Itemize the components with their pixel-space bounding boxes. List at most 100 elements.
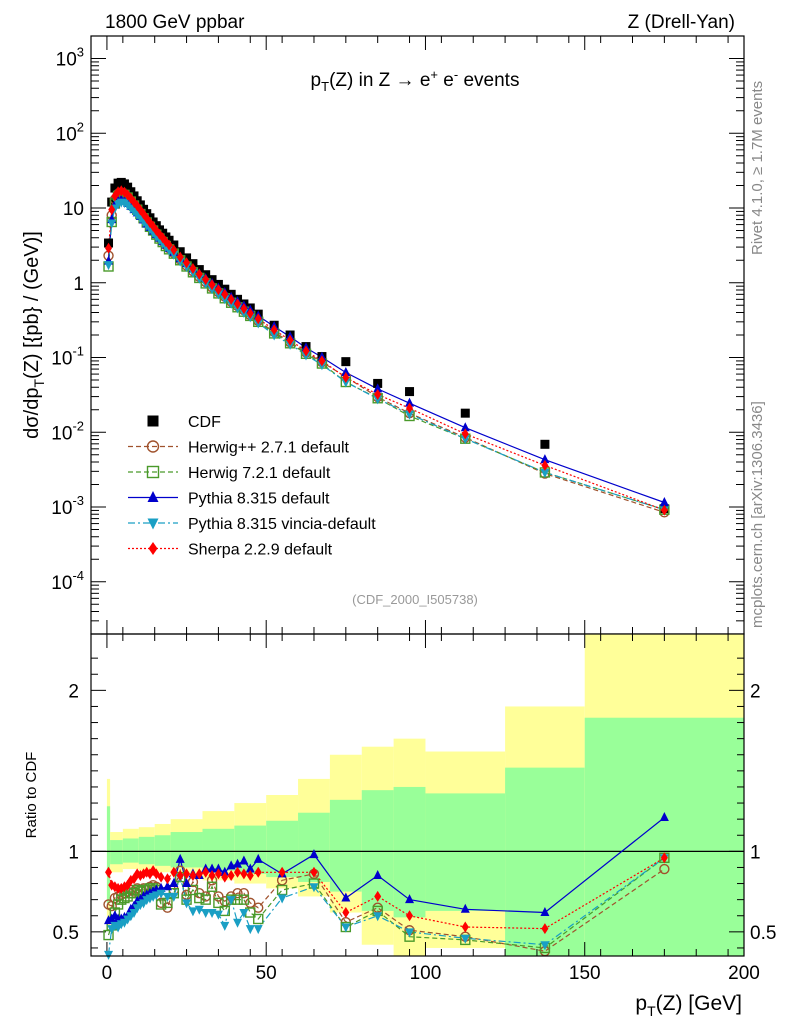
ratio-y-tick-label-right: 2 — [750, 681, 761, 702]
y-tick-label: 10-1 — [51, 344, 84, 370]
data-point-triangle-up — [175, 853, 185, 863]
data-point-triangle-up — [540, 454, 550, 464]
y-tick-label: 103 — [56, 45, 84, 71]
y-tick-label: 102 — [56, 119, 84, 145]
data-point-square-open — [238, 894, 250, 905]
y-tick-label: 10 — [63, 199, 84, 220]
data-point-square — [405, 387, 415, 397]
data-point-diamond — [189, 263, 197, 275]
data-point-circle-open — [232, 888, 243, 899]
data-point-circle-open — [238, 888, 250, 899]
uncertainty-band-green — [361, 790, 394, 911]
ratio-series-layer — [103, 812, 670, 960]
legend-label: Herwig++ 2.7.1 default — [188, 440, 350, 457]
data-point-triangle-down — [341, 923, 351, 933]
data-point-triangle-up — [341, 892, 351, 902]
legend: CDF Herwig++ 2.7.1 default Herwig 7.2.1 de… — [128, 414, 376, 559]
data-point-square-open — [253, 913, 264, 925]
data-point-diamond — [170, 866, 178, 878]
data-point-diamond — [183, 257, 191, 269]
data-point-triangle-up — [405, 397, 415, 407]
data-point-diamond — [246, 307, 254, 319]
data-point-triangle-down — [460, 435, 470, 445]
x-axis-label: pT(Z) [GeV] — [635, 992, 742, 1019]
data-point-triangle-up — [540, 907, 550, 917]
data-point-diamond — [227, 293, 235, 305]
energy-label: 1800 GeV ppbar — [105, 12, 245, 33]
data-point-square — [147, 415, 159, 427]
main-axes: 10-4 10-3 10-2 10-1 1 10 102 103 — [51, 35, 745, 635]
data-point-triangle-up — [460, 903, 470, 913]
data-point-square-open — [116, 894, 127, 905]
uncertainty-band-green — [138, 836, 155, 865]
ratio-axes: 0 50 100 150 200 0.5 0.5 1 1 2 2 — [53, 634, 776, 984]
data-point-diamond — [189, 870, 197, 881]
data-point-diamond — [660, 852, 668, 864]
data-point-square-open — [146, 465, 160, 479]
data-point-diamond — [374, 890, 382, 902]
data-point-triangle-down — [188, 907, 198, 917]
data-point-diamond — [240, 868, 248, 880]
data-point-triangle-down — [220, 921, 230, 931]
mcplots-source-label: mcplots.cern.ch [arXiv:1306.3436] — [749, 401, 766, 628]
uncertainty-band-green — [106, 806, 111, 903]
data-point-triangle-up — [253, 853, 263, 863]
y-tick-label: 10-3 — [51, 493, 84, 519]
data-point-triangle-down — [540, 468, 550, 478]
data-point-triangle-down — [540, 941, 550, 951]
data-point-diamond — [124, 189, 132, 201]
ratio-frame — [90, 633, 745, 957]
data-point-triangle-down — [253, 925, 263, 935]
x-tick-label: 150 — [569, 963, 601, 984]
uncertainty-band-green — [329, 799, 362, 892]
x-tick-label: 0 — [102, 963, 113, 984]
data-point-diamond — [157, 871, 165, 883]
data-point-diamond — [541, 459, 549, 471]
data-point-triangle-up — [147, 491, 159, 502]
data-point-triangle-down — [169, 892, 179, 902]
ratio-bands — [106, 634, 744, 956]
data-point-square-open — [276, 884, 288, 896]
ratio-panel: 0 50 100 150 200 0.5 0.5 1 1 2 2 Ratio to CDF pT(Z… — [23, 633, 776, 1019]
x-tick-label: 50 — [256, 963, 277, 984]
data-point-triangle-up — [341, 367, 351, 377]
ratio-y-tick-label: 0.5 — [53, 923, 79, 944]
data-point-circle-open — [146, 440, 160, 453]
data-point-diamond — [541, 923, 549, 935]
data-point-diamond — [246, 870, 254, 881]
data-point-diamond — [208, 279, 216, 291]
legend-label: CDF — [188, 414, 221, 431]
data-point-triangle-up — [182, 878, 192, 888]
data-point-diamond — [374, 388, 382, 400]
main-panel: 10-4 10-3 10-2 10-1 1 10 102 103 pT(Z) in Z → e… — [21, 35, 745, 635]
data-point-diamond — [176, 251, 184, 263]
data-point-diamond — [342, 907, 350, 919]
legend-label: Pythia 8.315 default — [188, 491, 330, 508]
data-point-square — [123, 182, 133, 192]
uncertainty-band-green — [122, 838, 139, 863]
data-point-triangle-down — [309, 883, 319, 893]
y-tick-label: 1 — [73, 274, 84, 295]
data-point-square — [540, 439, 550, 449]
data-point-diamond — [278, 866, 286, 878]
data-point-diamond — [270, 324, 278, 336]
data-point-triangle-down — [104, 261, 114, 271]
data-point-triangle-up — [207, 863, 217, 873]
data-point-triangle-down — [341, 378, 351, 388]
y-tick-label: 10-2 — [51, 418, 84, 444]
data-point-diamond — [302, 345, 310, 357]
data-point-triangle-down — [194, 905, 204, 915]
data-point-diamond — [406, 910, 414, 922]
ratio-y-tick-label: 2 — [68, 681, 79, 702]
series-line — [107, 190, 665, 511]
data-point-triangle-down — [156, 889, 166, 899]
data-point-triangle-down — [460, 934, 470, 944]
data-point-triangle-down — [405, 928, 415, 938]
data-point-diamond — [234, 298, 242, 310]
data-point-diamond — [170, 244, 178, 256]
data-point-triangle-down — [162, 892, 172, 902]
data-point-triangle-down — [201, 909, 211, 919]
ratio-y-tick-label: 1 — [68, 842, 79, 863]
data-point-diamond — [208, 870, 216, 881]
